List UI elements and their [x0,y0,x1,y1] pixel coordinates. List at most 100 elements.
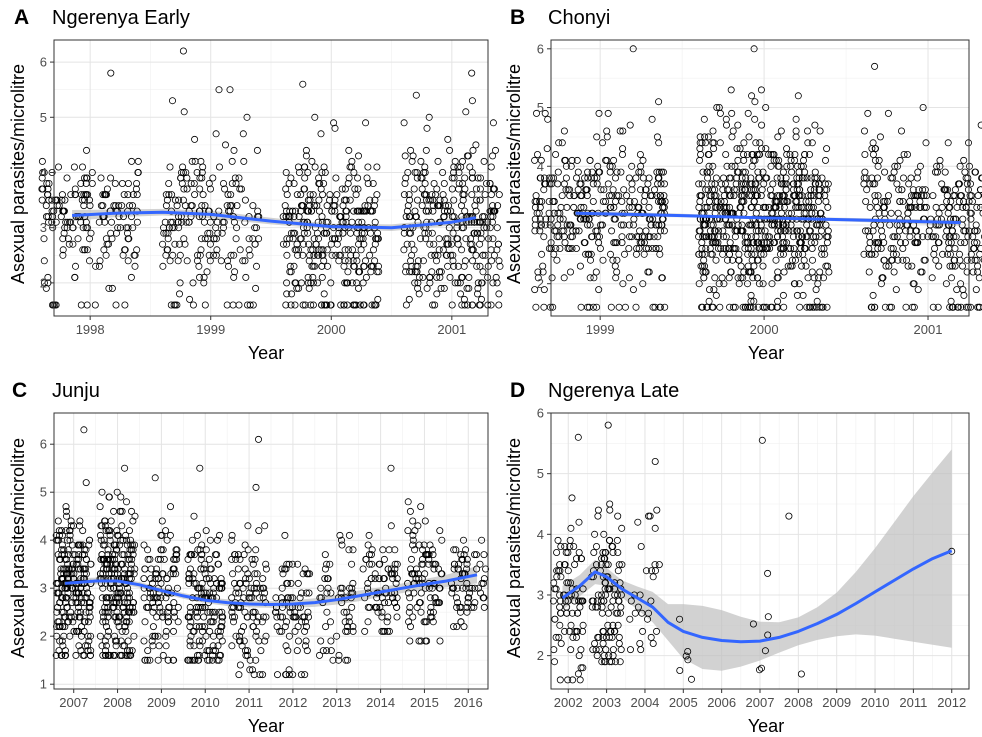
data-point [256,594,264,602]
data-point [258,618,266,626]
data-point [281,623,289,631]
data-point [342,207,350,215]
data-point [750,303,758,311]
data-point [418,202,426,210]
data-point [361,257,369,265]
data-point [882,262,890,270]
data-point [702,233,710,241]
y-tick-label: 5 [537,466,544,481]
data-point [563,203,571,211]
data-point [113,527,121,535]
data-point [378,594,386,602]
data-point [105,240,113,248]
data-point [615,303,623,311]
data-point [774,268,782,276]
data-point [802,197,810,205]
data-point [706,227,714,235]
data-point [495,290,503,298]
data-point [494,240,502,248]
data-point [344,268,352,276]
data-point [758,121,766,129]
data-point [703,303,711,311]
data-point [119,603,127,611]
data-point [900,174,908,182]
data-point [428,584,436,592]
data-point [114,224,122,232]
data-point [784,262,792,270]
data-point [944,186,952,194]
data-point [452,546,460,554]
data-point [428,191,436,199]
data-point [929,303,937,311]
data-point [67,608,75,616]
data-point [610,627,618,635]
data-point [645,244,653,252]
data-point [79,246,87,254]
data-point [97,174,105,182]
data-point [412,575,420,583]
data-point [58,196,66,204]
data-point [217,257,225,265]
data-point [122,651,130,659]
data-point [932,256,940,264]
data-point [869,227,877,235]
data-point [191,135,199,143]
data-point [215,656,223,664]
data-point [976,303,982,311]
data-point [108,555,116,563]
data-point [482,179,490,187]
data-point [606,168,614,176]
data-point [304,273,312,281]
data-point [113,229,121,237]
data-point [55,527,63,535]
data-point [871,62,879,70]
data-point [101,522,109,530]
x-tick-label: 1999 [586,322,615,337]
data-point [193,608,201,616]
data-point [460,262,468,270]
data-point [789,180,797,188]
data-point [715,104,723,112]
data-point [414,522,422,530]
data-point [636,640,644,648]
data-point [206,536,214,544]
panel-title-c: Junju [52,380,100,402]
data-point [698,139,706,147]
data-point [425,551,433,559]
data-point [704,150,712,158]
data-point [801,150,809,158]
data-point [128,202,136,210]
data-point [423,551,431,559]
data-point [317,130,325,138]
data-point [539,262,547,270]
data-point [651,524,659,532]
data-point [599,139,607,147]
data-point [414,279,422,287]
data-point [115,202,123,210]
data-point [83,146,91,154]
data-point [259,671,267,679]
data-point [201,623,209,631]
data-point [548,274,556,282]
data-point [427,251,435,259]
data-point [241,196,249,204]
data-point [429,207,437,215]
data-point [320,290,328,298]
data-point [415,541,423,549]
data-point [788,209,796,217]
data-point [407,257,415,265]
data-point [178,218,186,226]
data-point [815,186,823,194]
data-point [428,613,436,621]
data-point [79,163,87,171]
data-point [374,235,382,243]
data-point [472,251,480,259]
data-point [959,262,967,270]
data-point [166,163,174,171]
data-point [129,599,137,607]
data-point [125,651,133,659]
data-point [614,567,622,575]
data-point [723,121,731,129]
data-point [75,613,83,621]
